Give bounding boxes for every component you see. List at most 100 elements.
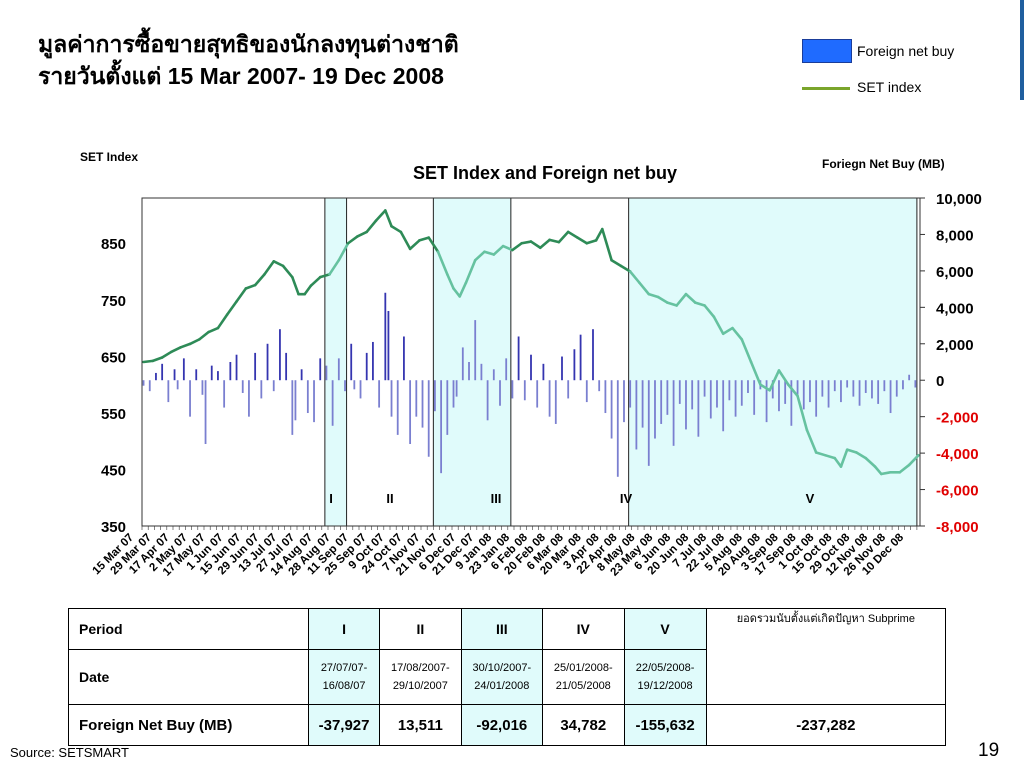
net-buy-bar-48 — [421, 380, 424, 428]
set-index-segment-3 — [170, 345, 183, 354]
y-right-axis-label: Foriegn Net Buy (MB) — [822, 157, 945, 171]
net-buy-cell-5: -155,632 — [623, 704, 707, 746]
net-buy-bars — [142, 292, 917, 477]
table-row-net-buy: Foreign Net Buy (MB) -37,927 13,511 -92,… — [68, 704, 947, 746]
date-start: 22/05/2008- — [635, 662, 695, 674]
set-index-segment-29 — [399, 230, 412, 251]
set-index-segment-27 — [384, 209, 393, 228]
set-index-segment-11 — [244, 283, 257, 290]
net-buy-bar-45 — [403, 336, 405, 381]
net-buy-bar-50 — [434, 380, 436, 412]
set-index-segment-8 — [216, 313, 229, 330]
net-buy-bar-69 — [548, 380, 551, 417]
legend-bar-label: Foreign net buy — [857, 43, 955, 59]
net-buy-bar-104 — [765, 380, 768, 423]
net-buy-bar-127 — [908, 374, 911, 381]
net-buy-bar-57 — [474, 320, 477, 381]
date-cell-3: 30/10/2007- 24/01/2008 — [460, 649, 544, 705]
set-index-segment-61 — [684, 292, 697, 304]
net-buy-bar-116 — [840, 380, 842, 403]
net-buy-bar-39 — [372, 341, 374, 381]
net-buy-bar-78 — [604, 380, 607, 414]
net-buy-bar-83 — [635, 380, 638, 450]
set-index-segment-10 — [235, 287, 248, 303]
period-highlight-1 — [324, 197, 348, 527]
date-start: 30/10/2007- — [472, 662, 532, 674]
net-buy-bar-18 — [248, 380, 250, 417]
net-buy-bar-115 — [833, 380, 836, 392]
set-index-segment-48 — [566, 230, 579, 239]
set-index-segment-30 — [408, 239, 421, 251]
period-label-3: III — [491, 491, 502, 506]
net-buy-bar-24 — [285, 352, 288, 381]
net-buy-bar-119 — [858, 380, 861, 406]
net-buy-bar-74 — [579, 334, 582, 381]
y-right-tick-0: 10,000 — [936, 191, 982, 208]
period-summary-table: Period I II III IV V ยอดรวมนับตั้งแต่เกิ… — [68, 608, 947, 746]
y-left-axis-label: SET Index — [80, 150, 138, 164]
net-buy-bar-1 — [148, 380, 151, 392]
net-buy-bar-89 — [672, 380, 675, 446]
period-header: Period — [68, 608, 309, 650]
y-left-tick-3: 550 — [101, 406, 126, 423]
net-buy-bar-90 — [678, 380, 681, 404]
set-index-segment-16 — [291, 275, 300, 296]
y-left-tick-5: 350 — [101, 519, 126, 536]
net-buy-bar-85 — [647, 380, 650, 466]
net-buy-bar-7 — [182, 358, 185, 381]
period-cell-1: I — [307, 608, 381, 650]
slide-edge-accent — [1020, 0, 1024, 100]
legend-line-swatch — [802, 87, 850, 90]
net-buy-cell-4: 34,782 — [542, 704, 625, 746]
net-buy-bar-106 — [778, 380, 780, 412]
set-index-segment-28 — [390, 224, 403, 234]
net-buy-bar-111 — [809, 380, 811, 403]
date-end: 24/01/2008 — [474, 680, 530, 692]
net-buy-bar-120 — [864, 380, 867, 393]
net-buy-bar-77 — [598, 380, 601, 392]
net-buy-bar-46 — [409, 380, 412, 444]
set-index-segment-19 — [309, 275, 322, 287]
set-index-segment-56 — [638, 281, 651, 296]
net-buy-bar-95 — [709, 380, 712, 419]
set-index-segment-53 — [610, 258, 623, 268]
net-buy-bar-10 — [201, 380, 204, 395]
net-buy-bar-92 — [691, 380, 694, 410]
set-index-segment-85 — [898, 463, 911, 474]
date-cell-1: 27/07/07- 16/08/07 — [307, 649, 381, 705]
net-buy-bar-87 — [660, 380, 663, 424]
net-buy-bar-34 — [344, 380, 346, 392]
period-highlight-3 — [628, 197, 918, 527]
net-buy-bar-75 — [585, 380, 588, 403]
set-index-segment-51 — [594, 227, 604, 242]
set-index-segment-62 — [693, 301, 706, 307]
net-buy-bar-125 — [895, 380, 898, 397]
net-buy-bar-0 — [142, 380, 145, 386]
set-index-segment-64 — [712, 315, 725, 336]
y-right-tick-4: 2,000 — [936, 337, 974, 354]
date-end: 29/10/2007 — [392, 680, 448, 692]
net-buy-bar-42 — [387, 310, 390, 381]
net-buy-bar-66 — [530, 354, 532, 381]
net-buy-bar-43 — [390, 380, 393, 417]
net-buy-bar-12 — [210, 365, 213, 381]
net-buy-bar-2 — [155, 372, 157, 381]
net-buy-bar-35 — [350, 343, 353, 381]
net-buy-bar-14 — [223, 380, 226, 408]
net-buy-bar-71 — [561, 356, 563, 381]
period-cell-2: II — [379, 608, 462, 650]
set-index-segment-31 — [418, 236, 431, 242]
net-buy-bar-94 — [703, 380, 706, 397]
set-index-segment-15 — [281, 264, 294, 279]
period-highlight-2 — [432, 197, 512, 527]
set-index-segment-21 — [328, 258, 341, 276]
slide-title-line2: รายวันตั้งแต่ 15 Mar 2007- 19 Dec 2008 — [38, 63, 444, 89]
x-axis-ticks — [141, 526, 918, 530]
net-buy-bar-56 — [468, 362, 470, 381]
net-buy-cell-2: 13,511 — [379, 704, 462, 746]
period-labels: I II III IV V — [329, 491, 814, 506]
subprime-note: ยอดรวมนับตั้งแต่เกิดปัญหา Subprime — [705, 608, 947, 705]
net-buy-cell-1: -37,927 — [307, 704, 381, 746]
set-index-segment-68 — [749, 360, 762, 386]
net-buy-bar-117 — [846, 380, 849, 388]
